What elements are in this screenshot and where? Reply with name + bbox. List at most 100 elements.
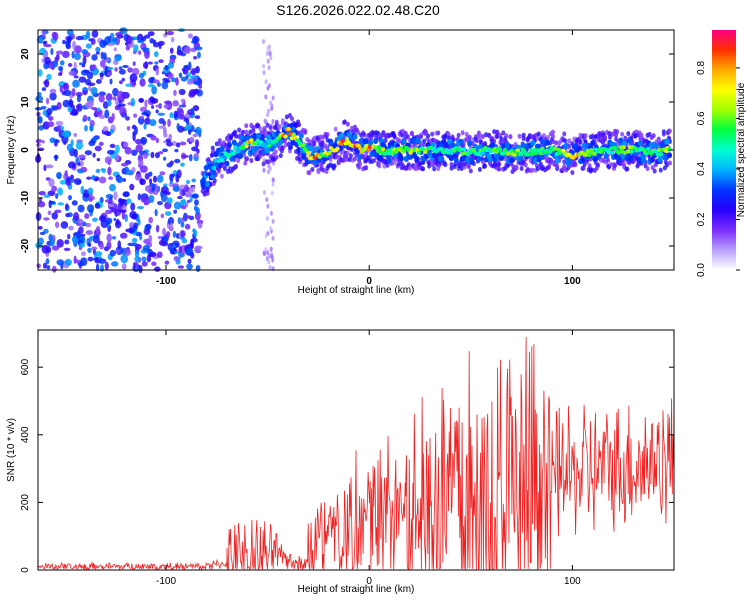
ridge-halo	[297, 122, 302, 128]
noise-blob	[130, 202, 136, 211]
noise-blob	[152, 175, 158, 183]
ridge-halo	[236, 158, 241, 164]
noise-blob	[144, 34, 151, 39]
noise-blob	[118, 209, 127, 213]
ridge-core	[616, 150, 621, 155]
noise-blob	[163, 104, 169, 109]
noise-blob	[103, 52, 107, 61]
noise-blob	[55, 193, 59, 199]
noise-blob	[57, 187, 64, 196]
noise-blob	[160, 194, 168, 203]
noise-blob	[65, 179, 71, 186]
ridge-band	[659, 142, 665, 149]
noise-blob	[184, 223, 191, 230]
ridge-core	[518, 151, 524, 156]
noise-blob	[51, 245, 60, 251]
noise-blob	[194, 115, 201, 120]
stripe-blob	[270, 190, 274, 196]
noise-blob	[107, 43, 114, 47]
ridge-core	[492, 146, 498, 151]
stripe-blob	[267, 108, 271, 114]
ridge-halo	[551, 129, 556, 135]
noise-blob	[185, 119, 190, 126]
ridge-halo	[466, 164, 471, 170]
stripe-blob	[266, 46, 270, 52]
noise-blob	[54, 209, 62, 214]
noise-blob	[155, 68, 160, 76]
noise-blob	[84, 124, 88, 132]
noise-blob	[65, 203, 69, 211]
noise-blob	[166, 141, 173, 147]
ridge-band	[368, 139, 374, 146]
noise-blob	[44, 44, 52, 48]
ridge-band	[253, 145, 259, 152]
noise-blob	[85, 222, 91, 228]
noise-blob	[192, 105, 200, 112]
noise-blob	[177, 195, 183, 200]
noise-blob	[85, 229, 94, 235]
noise-blob	[106, 149, 115, 155]
ridge-core	[522, 149, 527, 154]
noise-blob	[73, 61, 77, 70]
ridge-core	[267, 143, 272, 148]
noise-blob	[40, 105, 47, 110]
ridge-halo	[587, 162, 592, 168]
ridge-halo	[273, 149, 278, 155]
ridge-core	[645, 146, 651, 151]
ridge-halo	[658, 167, 663, 173]
noise-blob	[102, 101, 109, 109]
noise-blob	[35, 95, 44, 102]
colorbar-tick-label: 0.6	[696, 111, 707, 125]
noise-blob	[164, 211, 172, 217]
noise-blob	[109, 143, 116, 149]
noise-blob	[43, 217, 50, 221]
ridge-core	[626, 149, 631, 154]
ridge-halo	[348, 153, 353, 159]
ridge-halo	[382, 163, 387, 169]
ridge-halo	[590, 134, 595, 140]
noise-blob	[112, 96, 117, 101]
ridge-band	[386, 157, 392, 164]
ridge-halo	[310, 166, 315, 172]
noise-blob	[51, 185, 58, 192]
ridge-band	[357, 154, 363, 161]
ridge-core	[206, 172, 212, 177]
ridge-halo	[263, 130, 268, 136]
noise-blob	[125, 228, 133, 233]
ridge-halo	[421, 166, 426, 172]
noise-blob	[114, 55, 121, 62]
ridge-halo	[443, 162, 448, 168]
ridge-band	[508, 157, 514, 164]
noise-blob	[181, 154, 189, 159]
ridge-halo	[284, 114, 289, 120]
ridge-halo	[243, 160, 248, 166]
noise-blob	[195, 265, 201, 272]
ridge-halo	[383, 138, 388, 144]
snr-x-ticks: -100 0 100	[156, 330, 581, 587]
ridge-core	[655, 152, 660, 157]
stripe-blob	[262, 251, 266, 257]
ridge-halo	[405, 134, 410, 140]
noise-blob	[155, 137, 160, 144]
ridge-halo	[210, 145, 215, 151]
noise-blob	[169, 112, 174, 119]
noise-blob	[163, 33, 168, 38]
noise-blob	[67, 233, 71, 240]
noise-blob	[143, 228, 151, 236]
noise-blob	[145, 223, 152, 230]
noise-blob	[87, 204, 95, 213]
noise-blob	[158, 59, 164, 64]
noise-blob	[168, 133, 172, 141]
ridge-halo	[422, 138, 427, 144]
stripe-blob	[271, 218, 275, 224]
noise-blob	[150, 151, 155, 159]
ridge-halo	[551, 139, 556, 145]
ridge-core	[219, 158, 225, 163]
noise-blob	[178, 88, 186, 96]
noise-blob	[46, 73, 52, 81]
snr-y-ticks: 0 200 400 600	[20, 358, 674, 573]
ridge-halo	[521, 132, 526, 138]
ridge-core	[584, 152, 589, 157]
noise-blob	[137, 193, 142, 201]
ridge-band	[469, 158, 475, 165]
